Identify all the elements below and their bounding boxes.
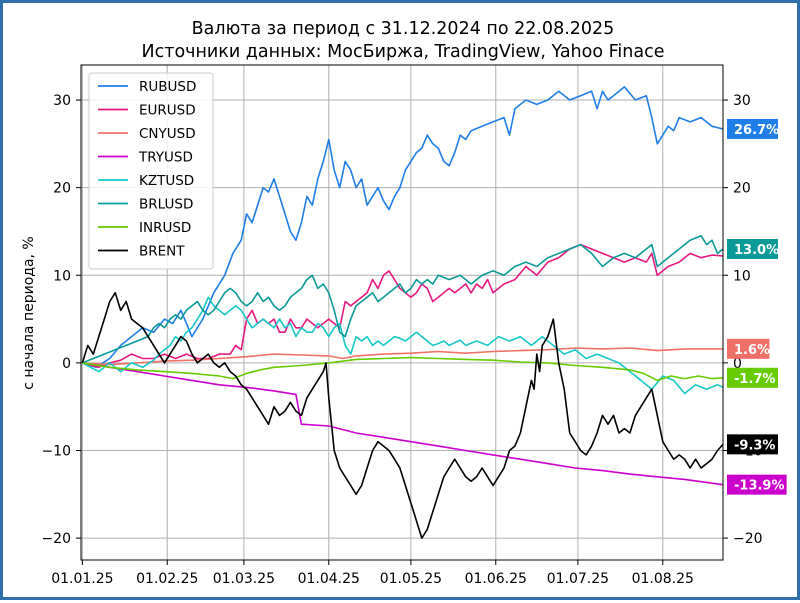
chart-title: Валюта за период с 31.12.2024 по 22.08.2… bbox=[192, 19, 615, 39]
y-axis-label: с начала периода, % bbox=[21, 236, 37, 390]
badge-label-brent: -9.3% bbox=[734, 438, 775, 453]
legend-label-brent: BRENT bbox=[139, 244, 185, 260]
series-layer bbox=[81, 86, 724, 539]
y-tick-label-right: 30 bbox=[733, 93, 751, 109]
legend-label-tryusd: TRYUSD bbox=[138, 150, 193, 166]
series-line-rubusd bbox=[82, 86, 724, 369]
y-tick-label-left: −20 bbox=[41, 531, 71, 547]
legend-label-kztusd: KZTUSD bbox=[139, 173, 194, 189]
y-tick-label-left: 30 bbox=[53, 93, 71, 109]
legend-box bbox=[88, 72, 214, 270]
x-tick-label: 01.05.25 bbox=[380, 571, 442, 587]
series-line-cnyusd bbox=[82, 347, 723, 366]
final-value-badges: 26.7% 13.0% 1.6% -1.7% -9.3% -13.9% bbox=[727, 118, 787, 495]
badge-bg-brlusd bbox=[727, 238, 778, 259]
series-line-inrusd bbox=[82, 356, 724, 382]
legend-label-rubusd: RUBUSD bbox=[139, 79, 196, 95]
badge-label-rubusd: 26.7% bbox=[734, 123, 779, 138]
series-line-tryusd bbox=[82, 362, 724, 486]
badge-bg-tryusd bbox=[727, 474, 787, 495]
y-tick-label-left: 10 bbox=[53, 268, 71, 284]
badge-bg-rubusd bbox=[727, 118, 778, 139]
axis-ticks: 01.01.25 01.02.25 01.03.25 01.04.25 01.05.25… bbox=[41, 93, 762, 587]
y-tick-label-left: −10 bbox=[41, 443, 71, 459]
x-tick-label: 01.04.25 bbox=[298, 571, 360, 587]
y-tick-label-left: 0 bbox=[62, 356, 71, 372]
legend-label-inrusd: INRUSD bbox=[139, 220, 191, 236]
badge-label-cnyusd: 1.6% bbox=[734, 343, 770, 358]
legend: RUBUSD EURUSD CNYUSD TRYUSD KZTUSD BRLUSD INRU… bbox=[88, 72, 214, 270]
x-tick-label: 01.07.25 bbox=[547, 571, 609, 587]
series-line-eurusd bbox=[82, 243, 724, 369]
plot-border bbox=[80, 64, 724, 561]
y-tick-label-right: −20 bbox=[733, 531, 763, 547]
x-tick-label: 01.02.25 bbox=[136, 571, 198, 587]
badge-bg-inrusd bbox=[727, 367, 778, 388]
badge-bg-cnyusd bbox=[727, 338, 770, 359]
y-tick-label-right: 20 bbox=[733, 181, 751, 197]
badge-bg-brent bbox=[727, 434, 778, 455]
badge-label-brlusd: 13.0% bbox=[734, 243, 779, 258]
x-tick-label: 01.08.25 bbox=[632, 571, 694, 587]
y-tick-label-left: 20 bbox=[53, 181, 71, 197]
legend-label-eurusd: EURUSD bbox=[139, 103, 196, 119]
chart-subtitle: Источники данных: МосБиржа, TradingView,… bbox=[142, 42, 665, 62]
series-line-brlusd bbox=[82, 235, 724, 364]
y-tick-label-right: 10 bbox=[733, 268, 751, 284]
legend-label-cnyusd: CNYUSD bbox=[139, 126, 196, 142]
badge-label-inrusd: -1.7% bbox=[734, 372, 775, 387]
legend-label-brlusd: BRLUSD bbox=[139, 197, 193, 213]
x-tick-label: 01.01.25 bbox=[51, 571, 113, 587]
series-line-kztusd bbox=[82, 296, 724, 395]
badge-label-tryusd: -13.9% bbox=[734, 479, 785, 494]
y-tick-label-right: 0 bbox=[733, 356, 742, 372]
x-tick-label: 01.06.25 bbox=[465, 571, 527, 587]
chart-svg: Валюта за период с 31.12.2024 по 22.08.2… bbox=[21, 19, 787, 587]
grid-lines bbox=[81, 65, 723, 560]
series-line-brent bbox=[81, 292, 724, 539]
x-tick-label: 01.03.25 bbox=[213, 571, 275, 587]
